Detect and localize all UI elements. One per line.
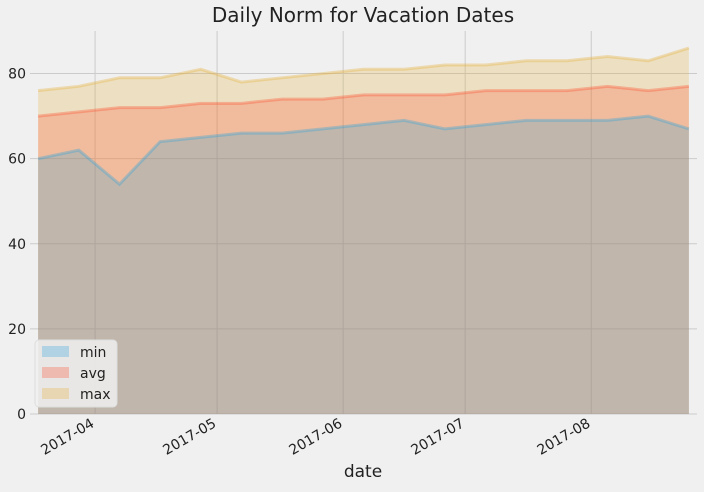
- y-tick-label: 80: [8, 67, 26, 83]
- grid-lines: [30, 31, 697, 415]
- chart-title: Daily Norm for Vacation Dates: [212, 3, 514, 27]
- x-tick-label: 2017-07: [409, 416, 468, 459]
- y-tick-label: 20: [8, 322, 26, 338]
- x-tick-label: 2017-04: [38, 416, 97, 459]
- area-fill-max: [38, 48, 689, 415]
- x-axis-ticks: 2017-04 2017-05 2017-06 2017-07 2017-08: [38, 416, 593, 459]
- x-tick-label: 2017-05: [160, 416, 219, 459]
- x-axis-label: date: [344, 462, 382, 482]
- legend-box: [34, 339, 118, 408]
- legend: min avg max: [34, 339, 118, 408]
- area-fill-min: [38, 116, 689, 414]
- y-axis-ticks: 0 20 40 60 80: [8, 67, 26, 423]
- area-series-layer: [37, 46, 690, 415]
- area-fill-avg: [38, 86, 689, 415]
- series-line-avg: [37, 84, 690, 118]
- y-tick-label: 60: [8, 152, 26, 168]
- series-line-max: [37, 46, 690, 93]
- legend-label-avg: avg: [80, 366, 106, 382]
- legend-swatch-avg: [42, 367, 69, 378]
- legend-label-min: min: [80, 345, 106, 361]
- y-tick-label: 0: [17, 407, 26, 423]
- legend-swatch-max: [42, 388, 69, 399]
- x-tick-label: 2017-08: [535, 416, 594, 459]
- legend-swatch-min: [42, 346, 69, 357]
- y-tick-label: 40: [8, 237, 26, 253]
- legend-label-max: max: [80, 387, 111, 403]
- series-line-min: [37, 114, 690, 187]
- x-tick-label: 2017-06: [287, 416, 346, 459]
